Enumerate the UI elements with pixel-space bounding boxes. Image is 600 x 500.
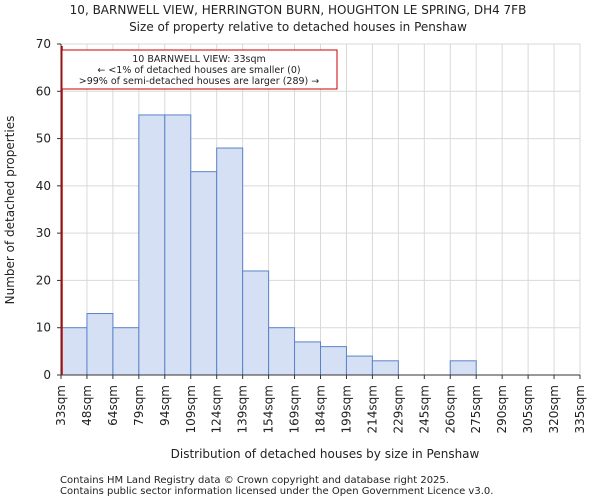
x-tick-label: 290sqm xyxy=(495,385,509,433)
x-tick-label: 260sqm xyxy=(443,385,457,433)
bar-48sqm xyxy=(86,313,114,376)
bar-199sqm xyxy=(345,355,373,376)
x-tick-label: 214sqm xyxy=(365,385,379,433)
bar-109sqm xyxy=(190,171,218,376)
bar-64sqm xyxy=(112,327,140,376)
x-tick-label: 184sqm xyxy=(314,385,328,433)
bar-124sqm xyxy=(216,147,244,376)
annotation-line-2: ← <1% of detached houses are smaller (0) xyxy=(97,65,300,76)
x-tick-label: 335sqm xyxy=(573,385,587,433)
x-tick-label: 64sqm xyxy=(106,385,120,426)
x-tick-label: 154sqm xyxy=(262,385,276,433)
x-tick-label: 320sqm xyxy=(547,385,561,433)
bar-139sqm xyxy=(242,270,270,376)
y-tick-label: 30 xyxy=(36,226,51,240)
bar-184sqm xyxy=(320,346,347,376)
chart-subtitle: Size of property relative to detached ho… xyxy=(129,20,467,34)
footer-line-1: Contains HM Land Registry data © Crown c… xyxy=(60,475,449,486)
bar-214sqm xyxy=(371,360,399,376)
x-tick-label: 48sqm xyxy=(80,385,94,426)
y-tick-label: 50 xyxy=(36,132,51,146)
annotation-frame xyxy=(61,49,338,90)
annotation-line-1: 10 BARNWELL VIEW: 33sqm xyxy=(132,54,266,65)
x-tick-label: 245sqm xyxy=(417,385,431,433)
bar-154sqm xyxy=(268,327,296,376)
chart-title: 10, BARNWELL VIEW, HERRINGTON BURN, HOUG… xyxy=(70,3,527,17)
y-tick-label: 60 xyxy=(36,84,51,98)
x-tick-label: 109sqm xyxy=(184,385,198,433)
x-tick-label: 275sqm xyxy=(469,385,483,433)
x-tick-label: 124sqm xyxy=(210,385,224,433)
bar-33sqm xyxy=(60,327,88,376)
x-tick-label: 199sqm xyxy=(339,385,353,433)
x-tick-label: 33sqm xyxy=(54,385,68,426)
x-tick-label: 79sqm xyxy=(132,385,146,426)
x-tick-label: 305sqm xyxy=(521,385,535,433)
bar-79sqm xyxy=(138,114,166,376)
y-tick-label: 0 xyxy=(43,368,51,382)
x-tick-label: 94sqm xyxy=(158,385,172,426)
y-tick-label: 20 xyxy=(36,273,51,287)
bar-94sqm xyxy=(164,114,192,376)
annotation-line-3: >99% of semi-detached houses are larger … xyxy=(79,76,320,87)
x-tick-label: 169sqm xyxy=(288,385,302,433)
y-tick-label: 40 xyxy=(36,179,51,193)
footer-line-2: Contains public sector information licen… xyxy=(60,486,493,497)
y-tick-labels: 0 10 20 30 40 50 60 70 xyxy=(36,37,61,382)
x-tick-label: 229sqm xyxy=(391,385,405,433)
bars xyxy=(60,114,477,376)
x-tick-labels: 33sqm 48sqm 64sqm 79sqm 94sqm 109sqm 124sqm 139… xyxy=(54,375,587,433)
bar-260sqm xyxy=(449,360,477,376)
y-tick-label: 10 xyxy=(36,321,51,335)
x-axis-label: Distribution of detached houses by size … xyxy=(171,447,480,461)
annotation-box: 10 BARNWELL VIEW: 33sqm ← <1% of detache… xyxy=(61,49,338,90)
bar-169sqm xyxy=(294,341,321,376)
x-tick-label: 139sqm xyxy=(236,385,250,433)
y-axis-label: Number of detached properties xyxy=(3,116,17,305)
y-tick-label: 70 xyxy=(36,37,51,51)
